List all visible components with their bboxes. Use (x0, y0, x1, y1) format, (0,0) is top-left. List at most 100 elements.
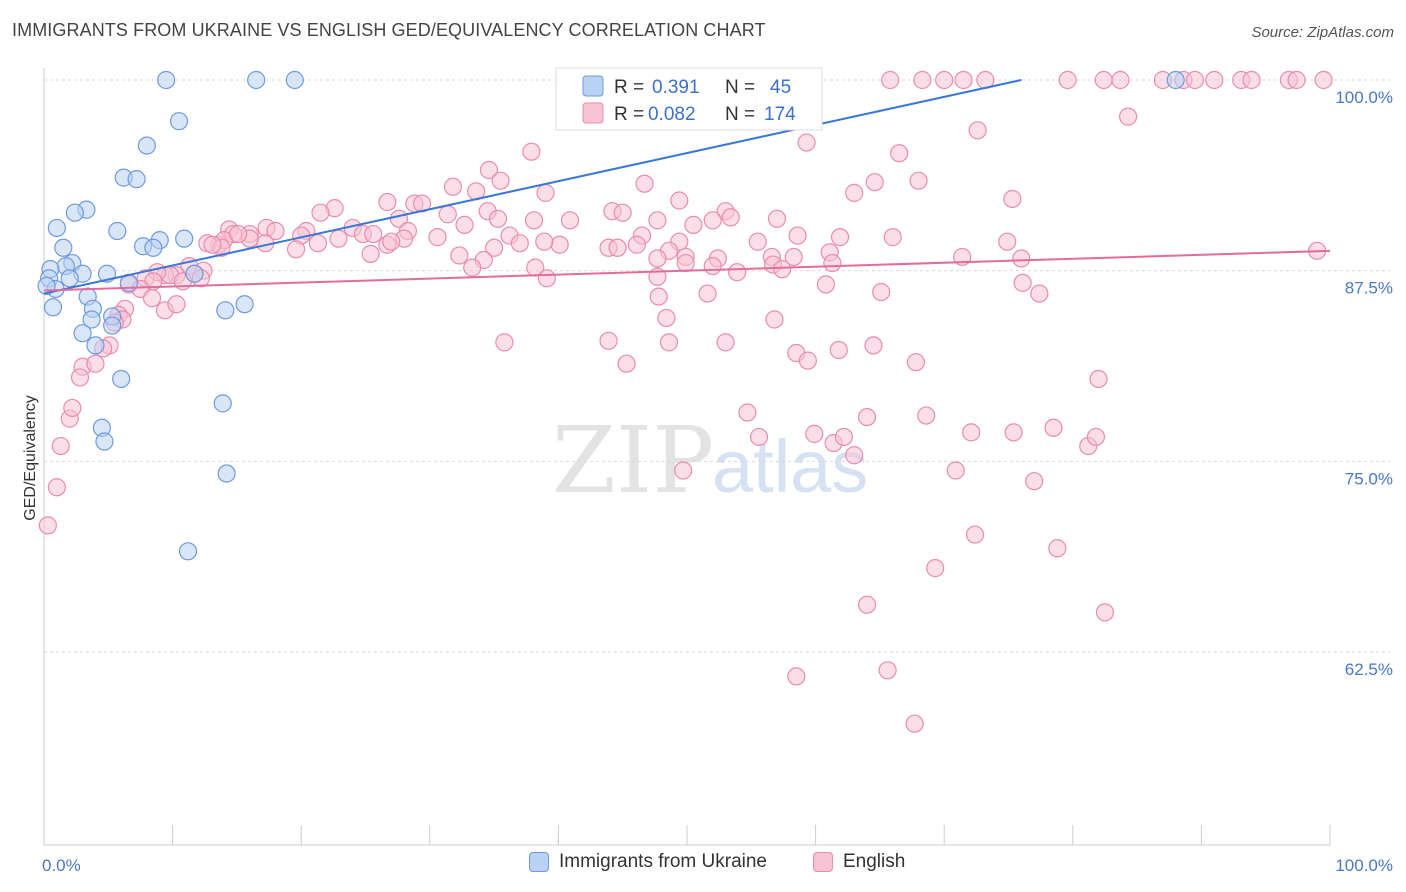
ukraine-point-4 (137, 136, 156, 155)
ukraine-point-2 (285, 70, 304, 90)
y-tick-labels: 100.0% 87.5% 75.0% 62.5% (1335, 88, 1393, 679)
english-point-133 (872, 282, 891, 302)
english-point-180 (965, 525, 985, 544)
english-point-6 (1111, 70, 1130, 90)
ukraine-point-27 (235, 295, 254, 314)
english-point-108 (728, 263, 747, 282)
english-point-163 (845, 446, 864, 465)
english-point-29 (536, 183, 555, 202)
legend-n-label-english: N = (725, 104, 755, 125)
english-point-175 (51, 436, 70, 456)
english-point-181 (1048, 539, 1067, 558)
english-point-169 (1044, 418, 1063, 437)
english-point-32 (670, 191, 689, 210)
stats-legend: R = 0.391 N = 45 R = 0.082 N = 174 (555, 67, 823, 131)
english-point-166 (946, 461, 965, 480)
x-tick-label-right: 100.0% (1335, 856, 1393, 875)
ukraine-point-28 (43, 298, 63, 317)
english-point-91 (830, 228, 850, 247)
english-point-33 (378, 192, 397, 212)
english-point-1 (913, 70, 932, 90)
english-point-164 (857, 407, 877, 427)
ukraine-point-15 (54, 238, 73, 257)
english-point-105 (450, 246, 469, 265)
legend-swatch-ukraine-bottom (529, 852, 549, 872)
english-point-25 (909, 171, 928, 190)
english-point-88 (382, 232, 401, 251)
english-point-111 (463, 258, 482, 277)
english-point-106 (648, 249, 667, 268)
english-point-152 (617, 354, 636, 373)
english-point-104 (361, 244, 380, 263)
english-point-41 (438, 205, 457, 224)
english-point-48 (703, 211, 722, 230)
english-point-21 (522, 142, 541, 161)
english-point-125 (676, 253, 695, 273)
english-point-66 (329, 229, 348, 248)
english-point-168 (1004, 423, 1023, 442)
ukraine-point-21 (185, 264, 204, 283)
english-point-158 (70, 368, 90, 387)
legend-label-english: English (843, 851, 906, 872)
y-tick-label-0: 100.0% (1335, 88, 1393, 107)
english-point-51 (455, 215, 474, 235)
english-point-139 (167, 295, 186, 314)
ukraine-point-0 (157, 70, 176, 90)
chart-title: IMMIGRANTS FROM UKRAINE VS ENGLISH GED/E… (12, 20, 766, 40)
english-point-52 (684, 215, 703, 235)
english-point-40 (613, 203, 632, 222)
english-point-0 (881, 70, 900, 90)
ukraine-point-6 (127, 170, 146, 189)
legend-n-label-ukraine: N = (725, 77, 755, 98)
ukraine-point-33 (103, 316, 122, 335)
english-point-58 (266, 221, 285, 241)
english-point-79 (286, 240, 306, 259)
english-point-76 (608, 238, 627, 257)
legend-label-ukraine: Immigrants from Ukraine (559, 851, 767, 872)
english-point-149 (864, 336, 883, 355)
english-point-4 (1058, 70, 1077, 90)
english-point-85 (203, 235, 222, 254)
legend-swatch-english (582, 102, 604, 124)
trend-lines (43, 79, 1331, 295)
legend-swatch-ukraine (582, 75, 604, 97)
english-point-9 (1185, 70, 1205, 90)
english-point-179 (674, 461, 693, 480)
english-point-130 (1013, 273, 1032, 292)
legend-swatch-english-bottom (813, 852, 833, 872)
legend-r-value-english: 0.082 (648, 104, 696, 125)
legend-r-label-english: R = (614, 104, 644, 125)
english-point-20 (890, 144, 909, 163)
english-trend-line (43, 249, 1331, 292)
english-point-36 (412, 194, 432, 213)
english-point-10 (1205, 70, 1224, 90)
source-credit: Source: ZipAtlas.com (1251, 24, 1394, 41)
english-point-18 (968, 121, 987, 140)
ukraine-point-36 (112, 369, 131, 389)
english-point-19 (797, 133, 816, 152)
english-point-65 (428, 228, 447, 247)
ukraine-point-9 (47, 218, 66, 238)
english-point-46 (767, 209, 787, 228)
axes (43, 68, 1331, 846)
english-point-144 (657, 308, 676, 328)
english-point-22 (479, 160, 499, 180)
english-point-150 (495, 333, 514, 352)
english-point-2 (935, 70, 954, 90)
english-point-16 (954, 70, 973, 90)
english-point-126 (823, 253, 842, 273)
english-point-24 (491, 171, 510, 190)
english-point-72 (627, 235, 646, 254)
english-point-92 (883, 228, 902, 247)
english-point-23 (865, 173, 884, 192)
english-point-183 (1095, 603, 1115, 622)
legend-r-label-ukraine: R = (614, 77, 644, 98)
english-point-159 (738, 403, 757, 422)
english-point-15 (1314, 70, 1333, 90)
english-point-131 (1030, 284, 1049, 303)
english-point-43 (721, 208, 740, 227)
ukraine-point-42 (1166, 70, 1185, 90)
english-point-186 (787, 667, 806, 686)
legend-n-value-ukraine: 45 (770, 77, 791, 98)
